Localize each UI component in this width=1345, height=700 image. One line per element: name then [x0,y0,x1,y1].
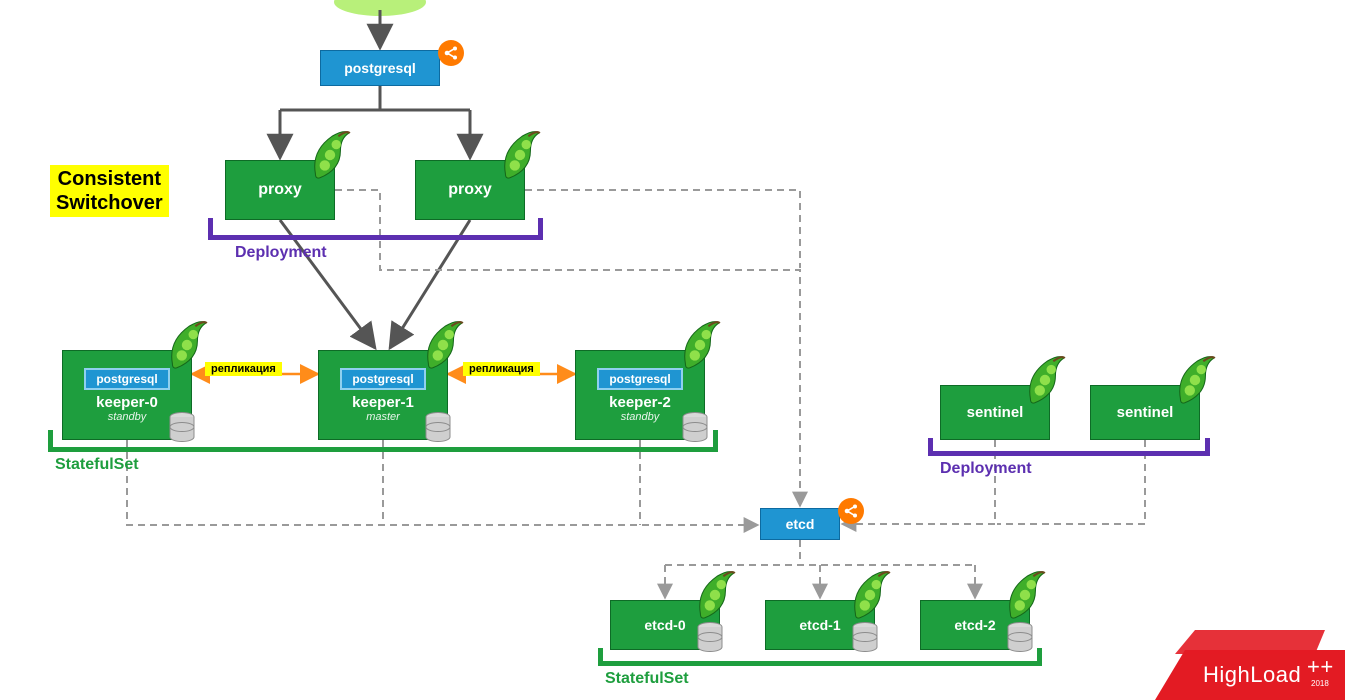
node-keeper1-sub: master [366,411,400,423]
logo-text: HighLoad [1203,662,1301,687]
bracket-deploy_sentinel [928,438,1210,456]
highload-logo: HighLoad ++ 2018 [1115,630,1345,700]
bracket-label-stateful_etcd: StatefulSet [605,670,689,688]
bracket-label-deploy_sentinel: Deployment [940,460,1032,478]
node-proxy2-label: proxy [448,181,492,199]
node-sentinel2: sentinel [1090,385,1200,440]
node-keeper0-label: keeper-0 [96,394,158,411]
bracket-label-deploy_proxy: Deployment [235,244,327,262]
title-line1: Consistent [58,168,161,190]
logo-year: 2018 [1311,679,1329,688]
bracket-label-stateful_keepers: StatefulSet [55,456,139,474]
replication-label-2: репликация [463,362,540,376]
replication-label-1: репликация [205,362,282,376]
service-icon [438,40,464,66]
node-keeper0-inner: postgresql [84,368,169,390]
node-proxy2: proxy [415,160,525,220]
node-etcd-label: etcd [786,516,815,532]
node-keeper1-label: keeper-1 [352,394,414,411]
node-postgresql_top: postgresql [320,50,440,86]
diagram-stage: Consistent Switchover postgresql proxy pro… [0,0,1345,700]
node-keeper2-inner: postgresql [597,368,682,390]
node-etcd1-label: etcd-1 [799,617,840,633]
logo-plus: ++ [1307,654,1334,679]
node-sentinel2-label: sentinel [1117,404,1174,421]
node-keeper0-sub: standby [108,411,147,423]
bracket-stateful_keepers [48,430,718,452]
service-icon [838,498,864,524]
node-sentinel1: sentinel [940,385,1050,440]
node-sentinel1-label: sentinel [967,404,1024,421]
node-keeper2-label: keeper-2 [609,394,671,411]
title-line2: Switchover [56,192,163,214]
node-keeper1-inner: postgresql [340,368,425,390]
bracket-stateful_etcd [598,648,1042,666]
node-etcd2-label: etcd-2 [954,617,995,633]
node-etcd0-label: etcd-0 [644,617,685,633]
node-postgresql_top-label: postgresql [344,60,416,76]
bracket-deploy_proxy [208,218,543,240]
title-badge: Consistent Switchover [50,165,169,217]
node-etcd: etcd [760,508,840,540]
node-proxy1-label: proxy [258,181,302,199]
node-proxy1: proxy [225,160,335,220]
node-keeper2-sub: standby [621,411,660,423]
